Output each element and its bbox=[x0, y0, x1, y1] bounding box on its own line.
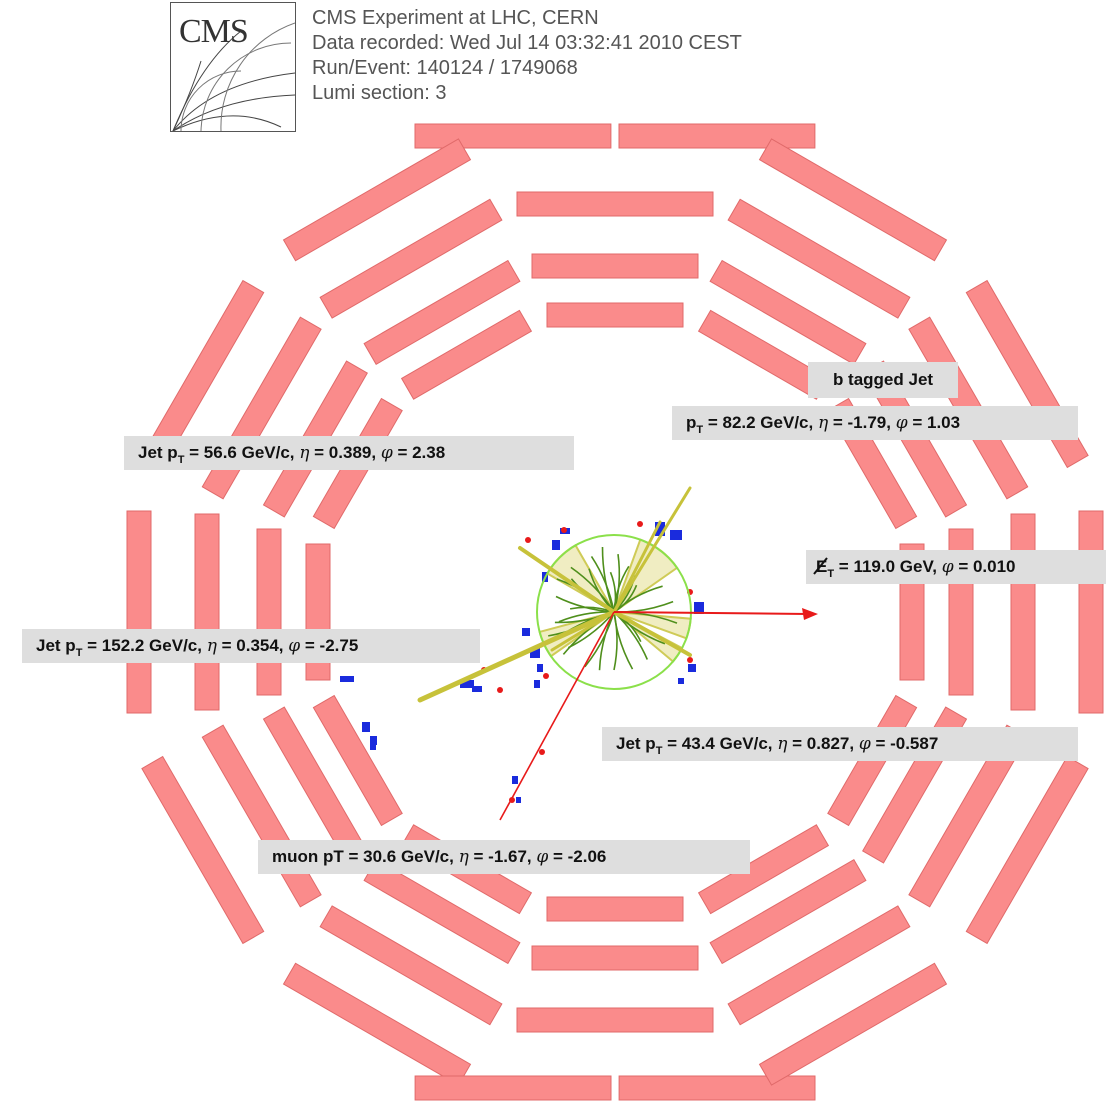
jet1-label: Jet pT = 56.6 GeV/c, η = 0.389, φ = 2.38 bbox=[124, 436, 574, 470]
muon-chamber bbox=[1079, 511, 1103, 713]
muon-chamber bbox=[547, 303, 683, 327]
muon-chamber bbox=[517, 1008, 713, 1032]
calo-deposit bbox=[688, 664, 696, 672]
calo-deposit bbox=[370, 736, 377, 745]
calo-hit bbox=[543, 673, 549, 679]
muon-chamber bbox=[127, 511, 151, 713]
event-info: CMS Experiment at LHC, CERN Data recorde… bbox=[312, 6, 742, 106]
muon-label: muon pT = 30.6 GeV/c, η = -1.67, φ = -2.… bbox=[258, 840, 750, 874]
lumi-section-line: Lumi section: 3 bbox=[312, 81, 742, 106]
calo-hit bbox=[637, 521, 643, 527]
muon-chamber bbox=[257, 529, 281, 695]
data-recorded-line: Data recorded: Wed Jul 14 03:32:41 2010 … bbox=[312, 31, 742, 56]
muon-chamber bbox=[195, 514, 219, 710]
calo-deposit bbox=[670, 530, 682, 540]
calo-deposit bbox=[537, 664, 543, 672]
calo-deposit bbox=[534, 680, 540, 688]
muon-chamber bbox=[517, 192, 713, 216]
calo-deposit bbox=[362, 722, 370, 732]
run-event-line: Run/Event: 140124 / 1749068 bbox=[312, 56, 742, 81]
jet2-label: Jet pT = 152.2 GeV/c, η = 0.354, φ = -2.… bbox=[22, 629, 480, 663]
cms-logo-text: CMS bbox=[179, 13, 248, 51]
calo-deposit bbox=[522, 628, 530, 636]
calo-deposit bbox=[516, 797, 521, 803]
calo-deposit bbox=[512, 776, 518, 784]
muon-chamber bbox=[1011, 514, 1035, 710]
muon-chamber bbox=[532, 254, 698, 278]
muon-chamber bbox=[532, 946, 698, 970]
calo-deposit bbox=[370, 744, 376, 750]
jet-axis bbox=[614, 488, 690, 612]
muon-chamber bbox=[547, 897, 683, 921]
muon-chamber bbox=[415, 1076, 611, 1100]
muon-chamber bbox=[619, 1076, 815, 1100]
calo-deposit bbox=[340, 676, 354, 682]
bjet-title-label: b tagged Jet bbox=[808, 362, 958, 398]
calo-deposit bbox=[472, 686, 482, 692]
calo-deposit bbox=[678, 678, 684, 684]
met-arrow-head bbox=[802, 608, 818, 620]
calo-hit bbox=[497, 687, 503, 693]
cms-logo: CMS bbox=[170, 2, 296, 132]
experiment-line: CMS Experiment at LHC, CERN bbox=[312, 6, 742, 31]
jet3-label: Jet pT = 43.4 GeV/c, η = 0.827, φ = -0.5… bbox=[602, 727, 1078, 761]
calo-deposit bbox=[552, 540, 560, 550]
calo-hit bbox=[525, 537, 531, 543]
muon-hit bbox=[539, 749, 545, 755]
track bbox=[614, 612, 617, 670]
calo-hit bbox=[687, 657, 693, 663]
bjet-label: pT = 82.2 GeV/c, η = -1.79, φ = 1.03 bbox=[672, 406, 1078, 440]
event-header: CMS CMS Experiment at LHC, CERN Data rec… bbox=[170, 0, 870, 135]
calo-hit bbox=[561, 527, 567, 533]
muon-hit bbox=[509, 797, 515, 803]
